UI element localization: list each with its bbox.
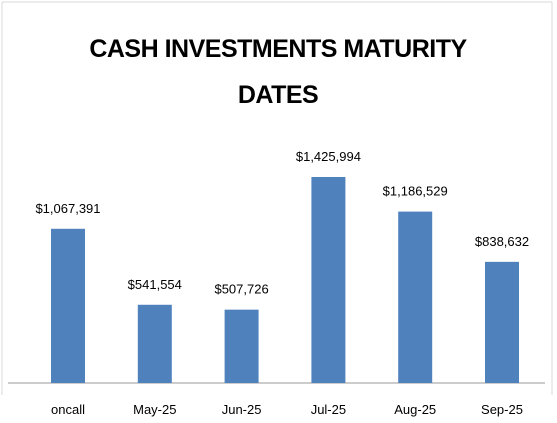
bar [224,309,259,383]
bar [51,228,85,383]
x-tick-label: Aug-25 [394,402,436,417]
x-tick-label: Jun-25 [222,402,262,417]
chart-title: CASH INVESTMENTS MATURITY DATES [89,35,467,109]
bar [398,211,433,383]
data-label: $541,554 [128,277,182,292]
data-label: $838,632 [475,234,529,249]
data-label: $1,067,391 [35,201,100,216]
x-tick-label: May-25 [133,402,176,417]
x-tick-label: Jul-25 [311,402,346,417]
bar [311,177,346,383]
data-label: $507,726 [214,282,268,297]
bar [485,261,519,383]
x-tick-label: Sep-25 [481,402,523,417]
x-tick-label: oncall [51,402,85,417]
data-label: $1,425,994 [296,149,361,164]
data-label: $1,186,529 [383,184,448,199]
bar [137,304,172,383]
